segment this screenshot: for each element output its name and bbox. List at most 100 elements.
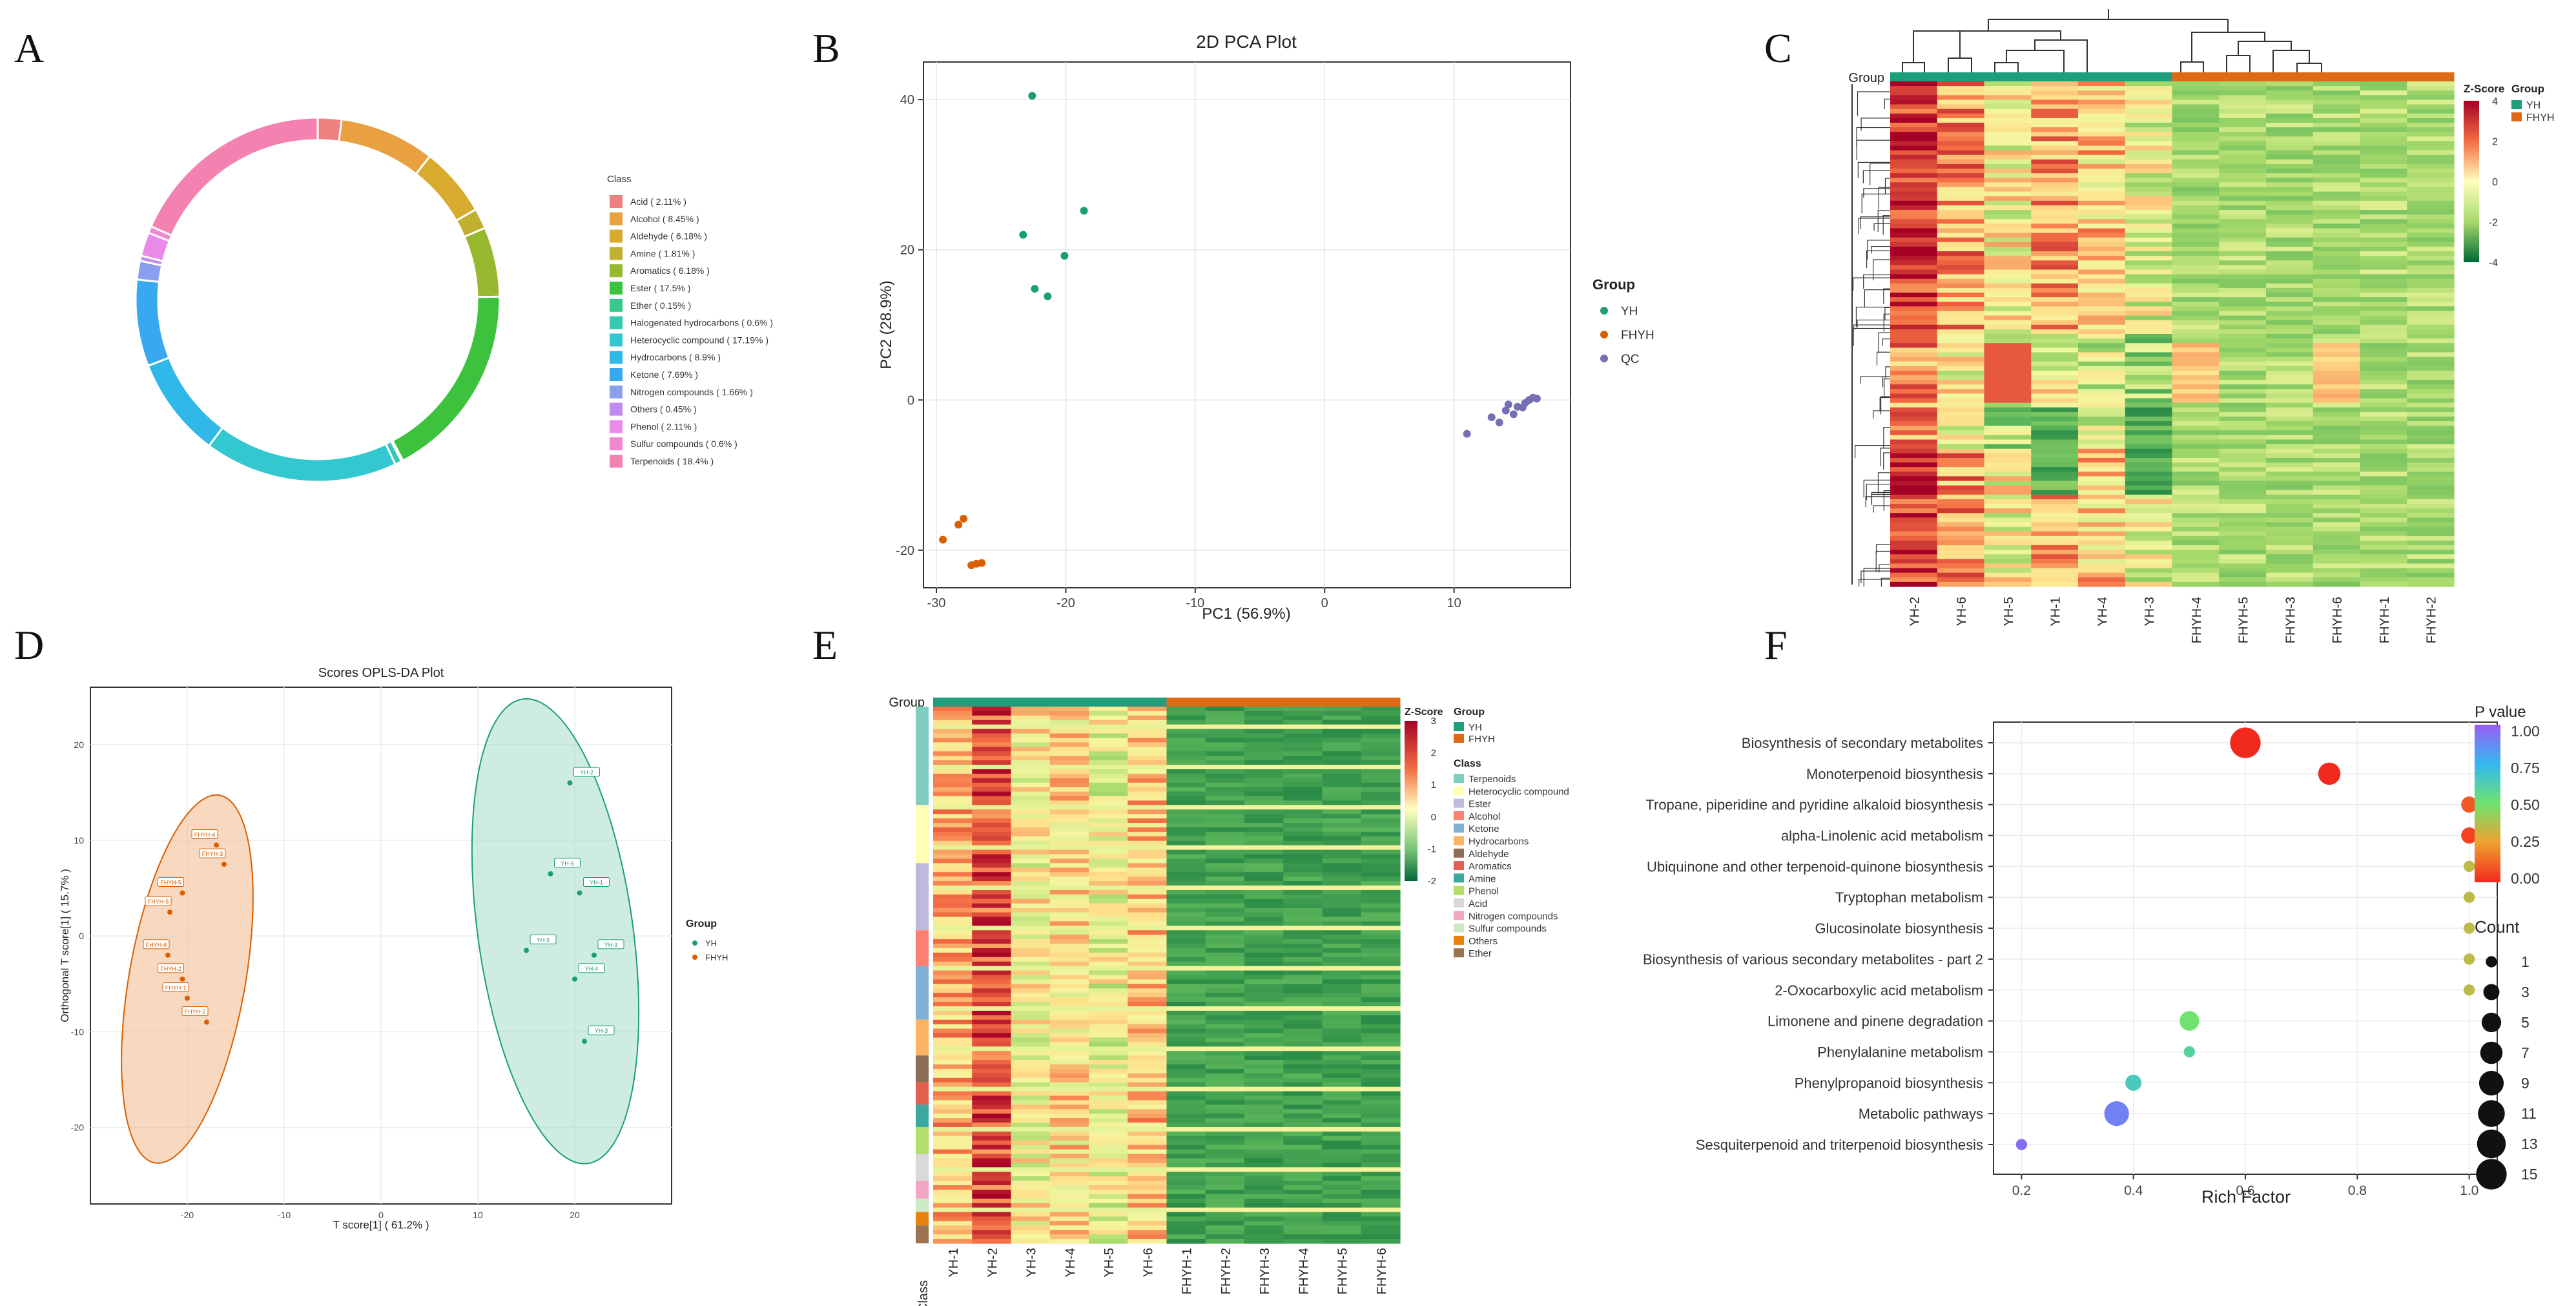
pvalue-tick-label: 0.00 [2511, 870, 2540, 887]
heatmap-cell [1089, 984, 1128, 989]
heatmap-cell [933, 1239, 973, 1244]
heatmap-cell [2407, 508, 2455, 513]
heatmap-cell [1205, 889, 1245, 895]
heatmap-cell [972, 957, 1012, 962]
heatmap-cell [2125, 315, 2173, 321]
heatmap-cell [1890, 293, 1938, 298]
heatmap-cell [1049, 809, 1089, 814]
heatmap-cell [972, 1028, 1012, 1034]
heatmap-cell [2219, 90, 2267, 96]
heatmap-cell [972, 769, 1012, 774]
legend-label: Alcohol [1468, 811, 1500, 822]
heatmap-cell [1361, 1010, 1401, 1016]
heatmap-cell [1128, 1239, 1168, 1244]
heatmap-cell [2078, 490, 2126, 495]
heatmap-cell [1984, 334, 2032, 339]
heatmap-cell [1205, 1163, 1245, 1168]
heatmap-cell [2407, 136, 2455, 142]
heatmap-cell [1049, 1203, 1089, 1208]
heatmap-cell [1205, 1181, 1245, 1186]
heatmap-cell [1166, 876, 1206, 882]
heatmap-cell [1166, 796, 1206, 802]
heatmap-cell [2313, 375, 2361, 380]
heatmap-cell [1128, 724, 1168, 730]
heatmap-cell [1890, 334, 1938, 339]
heatmap-cell [1322, 1073, 1362, 1079]
heatmap-cell [972, 935, 1012, 940]
heatmap-cell [2031, 334, 2079, 339]
heatmap-cell [2125, 517, 2173, 523]
heatmap-cell [2266, 293, 2314, 298]
heatmap-cell [1089, 997, 1128, 1002]
heatmap-cell [1049, 894, 1089, 900]
heatmap-cell [2360, 563, 2407, 569]
heatmap-cell [1205, 1015, 1245, 1021]
heatmap-cell [1244, 765, 1284, 770]
heatmap-cell [2360, 361, 2407, 367]
heatmap-cell [2125, 476, 2173, 482]
heatmap-cell [2172, 540, 2220, 546]
point-label-box [597, 939, 624, 949]
dendrogram-branch [1875, 544, 1890, 554]
heatmap-cell [1011, 710, 1051, 716]
heatmap-cell [1166, 805, 1206, 810]
heatmap-cell [2407, 472, 2455, 477]
heatmap-cell [2078, 265, 2126, 271]
heatmap-cell [2078, 577, 2126, 583]
heatmap-cell [1205, 1172, 1245, 1177]
heatmap-cell [2266, 159, 2314, 165]
heatmap-cell [1984, 210, 2032, 215]
heatmap-cell [1049, 1185, 1089, 1190]
dendrogram-branch [1878, 187, 1890, 210]
heatmap-cell [1984, 407, 2032, 413]
pathway-label: Limonene and pinene degradation [1767, 1013, 1983, 1030]
heatmap-cell [1011, 1176, 1051, 1181]
heatmap-cell [2078, 559, 2126, 565]
heatmap-cell [2219, 118, 2267, 123]
heatmap-cell [1984, 513, 2032, 518]
heatmap-cell [1205, 818, 1245, 824]
heatmap-cell [1011, 765, 1051, 770]
heatmap-cell [1244, 710, 1284, 716]
heatmap-cell [1283, 1207, 1323, 1213]
heatmap-cell [1322, 867, 1362, 873]
heatmap-cell [1166, 881, 1206, 886]
heatmap-cell [2266, 568, 2314, 574]
heatmap-cell [1128, 886, 1168, 891]
heatmap-cell [2360, 228, 2407, 234]
heatmap-cell [2078, 457, 2126, 463]
heatmap-cell [1205, 1046, 1245, 1052]
heatmap-cell [1244, 1006, 1284, 1011]
heatmap-cell [1361, 872, 1401, 877]
heatmap-cell [2360, 260, 2407, 265]
heatmap-cell [2313, 357, 2361, 362]
heatmap-cell [2031, 246, 2079, 252]
heatmap-cell [1049, 1060, 1089, 1065]
heatmap-cell [1011, 1118, 1051, 1123]
heatmap-cell [933, 961, 973, 967]
heatmap-cell [1283, 872, 1323, 877]
heatmap-cell [2266, 265, 2314, 271]
heatmap-cell [1984, 481, 2032, 486]
heatmap-cell [1984, 329, 2032, 335]
heatmap-cell [1011, 823, 1051, 828]
heatmap-cell [1089, 800, 1128, 805]
heatmap-cell [1890, 324, 1938, 330]
heatmap-cell [1322, 1126, 1362, 1132]
heatmap-cell [1890, 219, 1938, 224]
heatmap-cell [2407, 540, 2455, 546]
heatmap-cell [1361, 1189, 1401, 1195]
heatmap-cell [2360, 237, 2407, 243]
heatmap-cell [1128, 849, 1168, 855]
heatmap-cell [1011, 782, 1051, 788]
heatmap-cell [2313, 462, 2361, 468]
heatmap-cell [933, 715, 973, 721]
heatmap-cell [1984, 572, 2032, 578]
heatmap-cell [2078, 95, 2126, 101]
heatmap-cell [2172, 499, 2220, 504]
heatmap-cell [1166, 858, 1206, 864]
heatmap-cell [2031, 228, 2079, 234]
heatmap-cell [1283, 1163, 1323, 1168]
heatmap-cell [972, 1163, 1012, 1168]
heatmap-cell [1128, 773, 1168, 779]
